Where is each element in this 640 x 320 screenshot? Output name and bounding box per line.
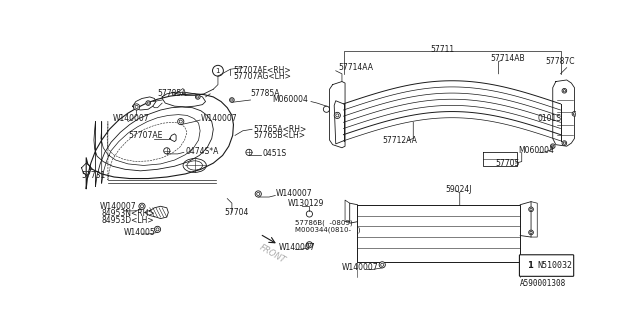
Text: 57786B(  -0809): 57786B( -0809) bbox=[296, 220, 353, 227]
Text: 57707AG<LH>: 57707AG<LH> bbox=[234, 72, 291, 81]
Text: M060004: M060004 bbox=[272, 95, 308, 105]
Text: W140007: W140007 bbox=[201, 114, 237, 123]
Text: 0474S*A: 0474S*A bbox=[186, 147, 219, 156]
Circle shape bbox=[195, 95, 200, 99]
Circle shape bbox=[562, 141, 566, 145]
Circle shape bbox=[572, 112, 577, 116]
Circle shape bbox=[178, 118, 184, 124]
Text: 84953N<RH>: 84953N<RH> bbox=[102, 210, 156, 219]
Text: 1: 1 bbox=[216, 68, 220, 74]
Text: W140007: W140007 bbox=[113, 114, 149, 123]
Circle shape bbox=[230, 98, 234, 102]
Circle shape bbox=[139, 203, 145, 209]
Circle shape bbox=[134, 104, 140, 110]
Text: N510032: N510032 bbox=[537, 261, 572, 270]
Text: 57705: 57705 bbox=[495, 159, 520, 168]
Text: 57704: 57704 bbox=[224, 208, 248, 217]
Text: W140007: W140007 bbox=[278, 243, 315, 252]
Text: W14005: W14005 bbox=[124, 228, 155, 237]
Text: 84953D<LH>: 84953D<LH> bbox=[102, 216, 154, 225]
Text: M000344(0810-   ): M000344(0810- ) bbox=[296, 226, 361, 233]
Circle shape bbox=[550, 144, 555, 148]
Text: W130129: W130129 bbox=[288, 199, 324, 208]
FancyBboxPatch shape bbox=[520, 255, 573, 276]
Text: 57707AF<RH>: 57707AF<RH> bbox=[234, 66, 291, 75]
Text: 57707AE: 57707AE bbox=[128, 131, 163, 140]
Text: 57731: 57731 bbox=[81, 171, 106, 180]
Circle shape bbox=[307, 242, 312, 248]
Text: 57714AB: 57714AB bbox=[491, 54, 525, 63]
Text: W140007: W140007 bbox=[342, 263, 379, 272]
Text: W140007: W140007 bbox=[276, 189, 313, 198]
Text: 57765B<LH>: 57765B<LH> bbox=[253, 131, 306, 140]
Text: 57714AA: 57714AA bbox=[339, 63, 374, 72]
Circle shape bbox=[529, 207, 533, 212]
Circle shape bbox=[334, 112, 340, 118]
Text: 57787C: 57787C bbox=[545, 57, 575, 66]
Text: 57712AA: 57712AA bbox=[382, 136, 417, 145]
Circle shape bbox=[379, 262, 385, 268]
Text: 0451S: 0451S bbox=[263, 149, 287, 158]
Text: M060004: M060004 bbox=[518, 146, 554, 155]
Text: 0101S: 0101S bbox=[537, 114, 561, 123]
Text: 57765A<RH>: 57765A<RH> bbox=[253, 125, 307, 134]
Circle shape bbox=[154, 226, 161, 232]
Text: W140007: W140007 bbox=[100, 202, 137, 211]
Circle shape bbox=[562, 88, 566, 93]
Circle shape bbox=[146, 101, 150, 105]
Text: 57785A: 57785A bbox=[250, 89, 280, 98]
Text: A590001308: A590001308 bbox=[520, 279, 566, 288]
Circle shape bbox=[255, 191, 261, 197]
Text: 59024J: 59024J bbox=[446, 185, 472, 194]
Text: 57711: 57711 bbox=[431, 45, 455, 54]
Circle shape bbox=[529, 230, 533, 235]
Text: FRONT: FRONT bbox=[257, 243, 287, 265]
Text: 57785A: 57785A bbox=[157, 89, 187, 98]
Text: 1: 1 bbox=[527, 261, 532, 270]
